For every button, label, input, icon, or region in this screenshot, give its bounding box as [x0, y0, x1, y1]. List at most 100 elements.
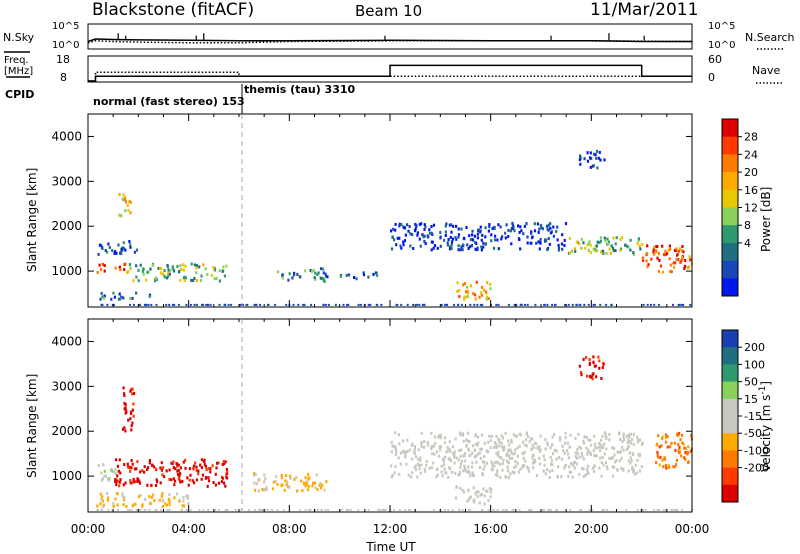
y-tick-label: 4000	[51, 334, 82, 348]
data-cell	[430, 431, 433, 435]
data-cell	[395, 303, 398, 306]
data-cell	[569, 461, 573, 465]
data-cell	[670, 270, 673, 274]
data-cell	[563, 244, 566, 247]
data-cell	[656, 245, 659, 249]
data-cell	[681, 255, 684, 259]
nave-tick-bottom: 0	[708, 71, 715, 84]
data-cell	[574, 436, 577, 440]
data-cell	[552, 452, 555, 456]
data-cell	[435, 450, 439, 454]
data-cell	[632, 470, 635, 474]
power-heatmap	[96, 149, 693, 306]
data-cell	[195, 465, 198, 469]
data-cell	[390, 464, 393, 468]
data-cell	[587, 464, 590, 468]
data-cell	[264, 477, 267, 481]
data-cell	[417, 458, 420, 461]
data-cell	[123, 426, 126, 430]
data-cell	[123, 196, 127, 199]
data-cell	[627, 445, 630, 449]
colorbar-segment	[722, 154, 738, 173]
data-cell	[680, 454, 683, 458]
data-cell	[218, 279, 221, 283]
data-cell	[589, 156, 592, 160]
data-cell	[665, 252, 669, 256]
data-cell	[491, 463, 494, 467]
data-cell	[628, 451, 631, 455]
data-cell	[480, 493, 483, 496]
data-cell	[397, 433, 400, 437]
data-cell	[658, 445, 661, 449]
data-cell	[638, 454, 641, 458]
data-cell	[606, 467, 609, 471]
data-cell	[96, 508, 99, 511]
data-cell	[468, 440, 471, 444]
data-cell	[598, 442, 601, 445]
data-cell	[637, 239, 640, 243]
data-cell	[664, 464, 668, 467]
data-cell	[453, 455, 456, 459]
data-cell	[498, 444, 501, 448]
data-cell	[133, 467, 137, 471]
data-cell	[497, 453, 500, 457]
data-cell	[209, 467, 212, 471]
data-cell	[501, 235, 504, 239]
time-tick-label: 08:00	[272, 522, 307, 536]
data-cell	[438, 434, 441, 437]
colorbar-segment	[722, 207, 738, 226]
data-cell	[479, 229, 482, 233]
data-cell	[129, 389, 132, 393]
data-cell	[304, 269, 307, 273]
data-cell	[520, 303, 523, 306]
colorbar-segment	[722, 416, 738, 434]
data-cell	[150, 484, 153, 487]
data-cell	[591, 373, 594, 377]
data-cell	[258, 508, 260, 511]
data-cell	[395, 450, 398, 454]
data-cell	[533, 458, 537, 462]
data-cell	[292, 303, 295, 306]
data-cell	[568, 465, 571, 469]
data-cell	[127, 208, 130, 212]
data-cell	[147, 303, 150, 306]
data-cell	[101, 505, 105, 509]
colorbar-segment	[722, 347, 738, 365]
data-cell	[628, 435, 631, 439]
data-cell	[215, 276, 218, 280]
data-cell	[597, 156, 601, 160]
data-cell	[612, 249, 615, 253]
data-cell	[174, 479, 177, 483]
data-cell	[146, 483, 149, 487]
data-cell	[593, 303, 596, 306]
data-cell	[285, 474, 288, 477]
data-cell	[217, 481, 221, 485]
time-tick-label: 16:00	[473, 522, 508, 536]
data-cell	[342, 303, 345, 306]
data-cell	[467, 246, 470, 250]
data-cell	[665, 466, 668, 470]
data-cell	[476, 303, 479, 306]
data-cell	[681, 441, 684, 445]
data-cell	[355, 277, 358, 281]
data-cell	[205, 303, 208, 306]
data-cell	[151, 263, 154, 267]
data-cell	[537, 230, 540, 234]
data-cell	[151, 463, 154, 467]
data-cell	[480, 238, 483, 242]
data-cell	[578, 445, 581, 449]
data-cell	[423, 239, 426, 243]
data-cell	[197, 469, 200, 473]
data-cell	[103, 469, 106, 473]
data-cell	[450, 230, 453, 234]
data-cell	[587, 438, 590, 442]
data-cell	[295, 476, 298, 479]
series-n-search	[87, 40, 693, 44]
data-cell	[442, 463, 446, 467]
data-cell	[457, 458, 460, 462]
data-cell	[495, 442, 498, 446]
data-cell	[675, 458, 679, 462]
data-cell	[598, 445, 601, 449]
data-cell	[427, 235, 430, 239]
